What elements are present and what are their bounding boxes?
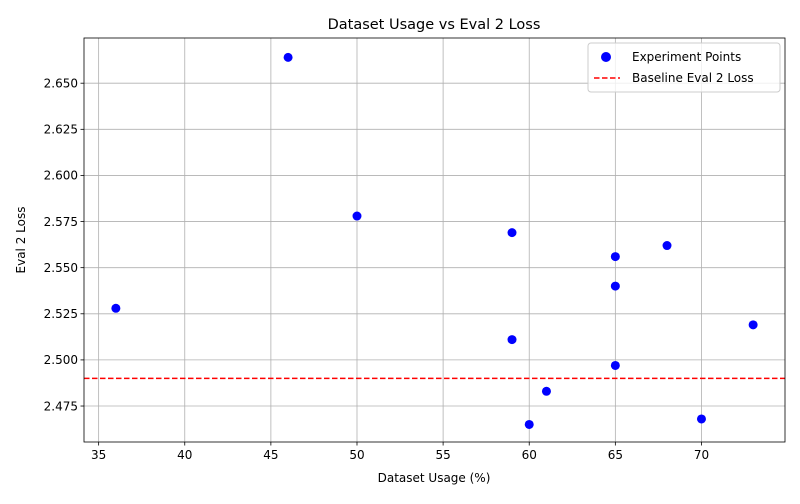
- data-point: [111, 303, 121, 313]
- data-point: [507, 335, 517, 345]
- x-tick-label: 45: [263, 448, 278, 462]
- data-point: [610, 281, 620, 291]
- data-point: [610, 252, 620, 262]
- x-tick-label: 40: [177, 448, 192, 462]
- legend-box: [587, 42, 781, 93]
- legend-label-baseline: Baseline Eval 2 Loss: [632, 71, 754, 85]
- y-tick-label: 2.575: [44, 215, 78, 229]
- y-axis-label: Eval 2 Loss: [14, 207, 28, 274]
- y-tick-label: 2.525: [44, 307, 78, 321]
- y-tick-label: 2.600: [44, 169, 78, 183]
- data-point: [541, 386, 551, 396]
- chart-title: Dataset Usage vs Eval 2 Loss: [328, 17, 541, 33]
- plot-frame: [83, 37, 786, 443]
- legend: Experiment Points Baseline Eval 2 Loss: [587, 42, 781, 93]
- x-tick-label: 60: [522, 448, 537, 462]
- data-point: [524, 419, 534, 429]
- x-tick-label: 70: [694, 448, 709, 462]
- x-tick-label: 35: [91, 448, 106, 462]
- y-axis-ticks: 2.475 2.500 2.525 2.550 2.575 2.600 2.625 2.650: [44, 76, 84, 413]
- x-axis-ticks: 35 40 45 50 55 60 65 70: [91, 442, 709, 462]
- y-tick-label: 2.550: [44, 261, 78, 275]
- data-point: [662, 241, 672, 251]
- data-point: [748, 320, 758, 330]
- data-point: [283, 52, 293, 62]
- points-layer: [111, 52, 758, 429]
- legend-marker-experiment-points: [601, 52, 611, 62]
- data-point: [507, 228, 517, 238]
- x-tick-label: 55: [435, 448, 450, 462]
- x-tick-label: 50: [349, 448, 364, 462]
- data-point: [696, 414, 706, 424]
- y-tick-label: 2.625: [44, 123, 78, 137]
- data-point: [352, 211, 362, 221]
- y-tick-label: 2.500: [44, 353, 78, 367]
- y-tick-label: 2.650: [44, 76, 78, 90]
- legend-label-experiment-points: Experiment Points: [632, 50, 741, 64]
- data-point: [610, 360, 620, 370]
- y-tick-label: 2.475: [44, 399, 78, 413]
- x-axis-label: Dataset Usage (%): [378, 471, 491, 485]
- grid: [84, 38, 785, 442]
- x-tick-label: 65: [608, 448, 623, 462]
